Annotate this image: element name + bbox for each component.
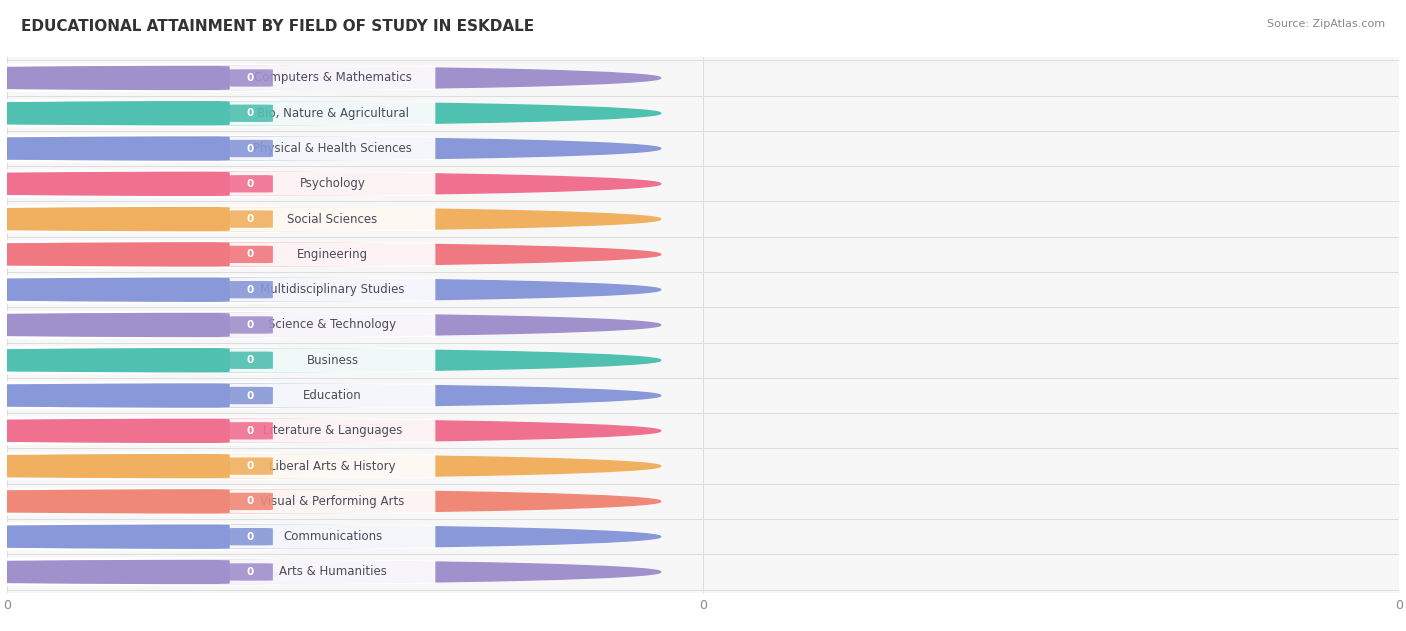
Text: 0: 0 — [247, 426, 254, 436]
FancyBboxPatch shape — [228, 563, 273, 581]
Text: Communications: Communications — [283, 530, 382, 543]
FancyBboxPatch shape — [0, 277, 278, 302]
FancyBboxPatch shape — [0, 312, 278, 338]
Circle shape — [0, 420, 661, 442]
FancyBboxPatch shape — [209, 419, 456, 443]
Circle shape — [0, 454, 661, 478]
Circle shape — [0, 525, 661, 548]
Text: 0: 0 — [247, 532, 254, 541]
Text: 0: 0 — [247, 391, 254, 401]
FancyBboxPatch shape — [228, 175, 273, 192]
FancyBboxPatch shape — [228, 245, 273, 263]
FancyBboxPatch shape — [228, 316, 273, 334]
Text: Visual & Performing Arts: Visual & Performing Arts — [260, 495, 405, 508]
FancyBboxPatch shape — [209, 384, 456, 408]
Text: Engineering: Engineering — [297, 248, 368, 261]
Text: 0: 0 — [247, 179, 254, 189]
FancyBboxPatch shape — [0, 100, 278, 126]
Text: Science & Technology: Science & Technology — [269, 319, 396, 331]
FancyBboxPatch shape — [0, 348, 278, 373]
FancyBboxPatch shape — [209, 560, 456, 584]
Circle shape — [0, 102, 661, 125]
Circle shape — [0, 384, 661, 407]
FancyBboxPatch shape — [0, 65, 278, 91]
FancyBboxPatch shape — [209, 242, 456, 266]
Text: Liberal Arts & History: Liberal Arts & History — [269, 459, 396, 473]
FancyBboxPatch shape — [228, 422, 273, 440]
FancyBboxPatch shape — [228, 69, 273, 86]
FancyBboxPatch shape — [228, 105, 273, 122]
Circle shape — [0, 490, 661, 513]
FancyBboxPatch shape — [0, 242, 278, 267]
FancyBboxPatch shape — [0, 171, 278, 196]
Text: Physical & Health Sciences: Physical & Health Sciences — [253, 142, 412, 155]
FancyBboxPatch shape — [0, 136, 278, 162]
FancyBboxPatch shape — [209, 490, 456, 514]
FancyBboxPatch shape — [228, 493, 273, 510]
FancyBboxPatch shape — [228, 351, 273, 369]
FancyBboxPatch shape — [209, 66, 456, 90]
Text: Social Sciences: Social Sciences — [287, 213, 378, 226]
FancyBboxPatch shape — [0, 488, 278, 514]
FancyBboxPatch shape — [209, 172, 456, 196]
FancyBboxPatch shape — [228, 387, 273, 404]
FancyBboxPatch shape — [0, 559, 278, 585]
Text: 0: 0 — [247, 320, 254, 330]
FancyBboxPatch shape — [228, 457, 273, 475]
Text: Psychology: Psychology — [299, 177, 366, 191]
FancyBboxPatch shape — [0, 454, 278, 479]
Circle shape — [0, 137, 661, 160]
FancyBboxPatch shape — [228, 281, 273, 298]
Text: 0: 0 — [247, 214, 254, 224]
FancyBboxPatch shape — [228, 528, 273, 545]
FancyBboxPatch shape — [228, 210, 273, 228]
Text: Multidisciplinary Studies: Multidisciplinary Studies — [260, 283, 405, 296]
Text: 0: 0 — [247, 285, 254, 295]
Circle shape — [0, 349, 661, 372]
Text: Bio, Nature & Agricultural: Bio, Nature & Agricultural — [256, 107, 409, 120]
FancyBboxPatch shape — [0, 524, 278, 550]
Text: Arts & Humanities: Arts & Humanities — [278, 565, 387, 579]
Text: 0: 0 — [247, 109, 254, 118]
FancyBboxPatch shape — [209, 207, 456, 231]
Text: EDUCATIONAL ATTAINMENT BY FIELD OF STUDY IN ESKDALE: EDUCATIONAL ATTAINMENT BY FIELD OF STUDY… — [21, 19, 534, 34]
FancyBboxPatch shape — [209, 313, 456, 337]
Circle shape — [0, 560, 661, 584]
Circle shape — [0, 208, 661, 230]
Circle shape — [0, 278, 661, 301]
FancyBboxPatch shape — [209, 278, 456, 302]
Text: Literature & Languages: Literature & Languages — [263, 424, 402, 437]
Text: 0: 0 — [247, 73, 254, 83]
Text: 0: 0 — [247, 249, 254, 259]
Text: 0: 0 — [247, 461, 254, 471]
FancyBboxPatch shape — [209, 348, 456, 372]
FancyBboxPatch shape — [209, 525, 456, 549]
Text: Business: Business — [307, 354, 359, 367]
Text: Source: ZipAtlas.com: Source: ZipAtlas.com — [1267, 19, 1385, 29]
Circle shape — [0, 172, 661, 196]
FancyBboxPatch shape — [0, 383, 278, 408]
Text: 0: 0 — [247, 355, 254, 365]
FancyBboxPatch shape — [209, 136, 456, 160]
Text: Education: Education — [304, 389, 361, 402]
Text: 0: 0 — [247, 497, 254, 507]
Circle shape — [0, 314, 661, 336]
FancyBboxPatch shape — [228, 140, 273, 157]
Text: 0: 0 — [247, 143, 254, 153]
Circle shape — [0, 66, 661, 90]
FancyBboxPatch shape — [0, 206, 278, 232]
Circle shape — [0, 243, 661, 266]
FancyBboxPatch shape — [209, 454, 456, 478]
Text: 0: 0 — [247, 567, 254, 577]
FancyBboxPatch shape — [0, 418, 278, 444]
FancyBboxPatch shape — [209, 101, 456, 125]
Text: Computers & Mathematics: Computers & Mathematics — [253, 71, 412, 85]
